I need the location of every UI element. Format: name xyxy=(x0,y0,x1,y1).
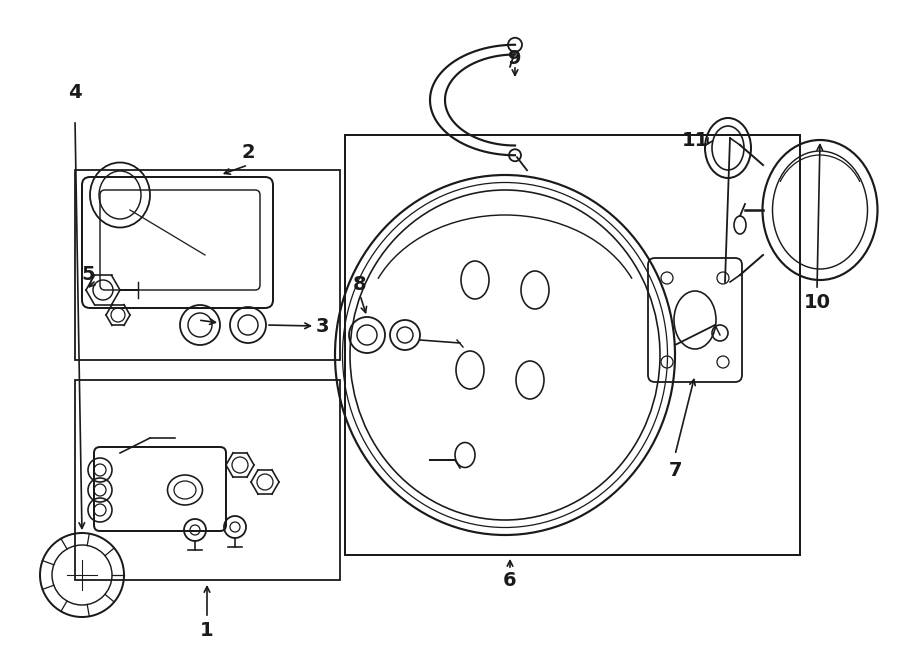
Text: 1: 1 xyxy=(200,621,214,639)
Text: 9: 9 xyxy=(508,48,522,67)
Text: 6: 6 xyxy=(503,570,517,590)
Bar xyxy=(75,380,340,580)
Text: 2: 2 xyxy=(241,143,255,161)
Text: 5: 5 xyxy=(81,266,94,284)
Text: 4: 4 xyxy=(68,83,82,102)
Text: 11: 11 xyxy=(681,130,708,149)
Text: 8: 8 xyxy=(353,276,367,295)
Text: 7: 7 xyxy=(668,461,682,479)
Text: 10: 10 xyxy=(804,293,831,311)
Bar xyxy=(345,135,800,555)
Text: 3: 3 xyxy=(315,317,328,336)
Bar xyxy=(75,170,340,360)
